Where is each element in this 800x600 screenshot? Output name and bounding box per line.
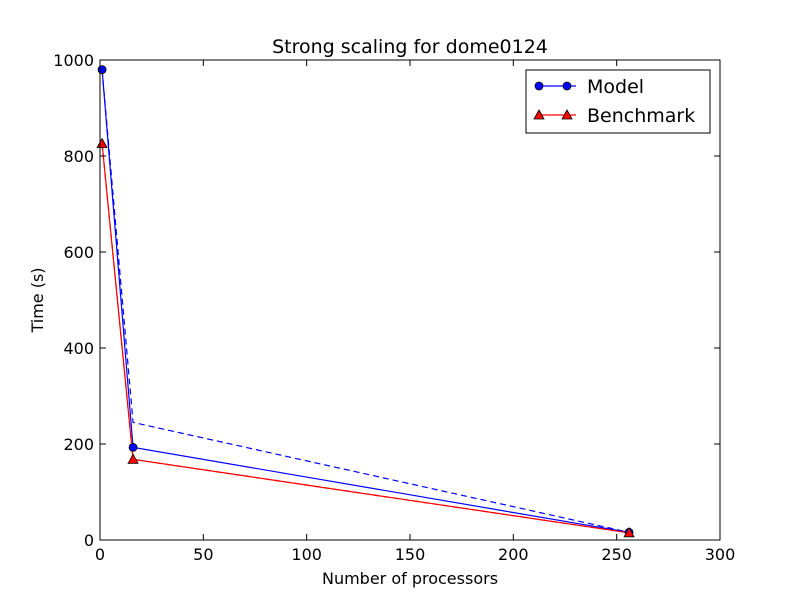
legend-marker-model xyxy=(534,81,544,91)
x-tick-label: 0 xyxy=(95,545,105,564)
legend-marker-model xyxy=(562,81,572,91)
plot-lines xyxy=(101,69,630,534)
data-point-model xyxy=(128,442,138,452)
y-tick-label: 200 xyxy=(63,435,94,454)
y-axis-label: Time (s) xyxy=(28,267,47,333)
x-tick-label: 150 xyxy=(395,545,426,564)
y-tick-label: 0 xyxy=(84,531,94,550)
series-line-model xyxy=(101,69,630,533)
axis-tick-labels: 0 50 100 150 200 250 300 0 200 400 600 800 1000 xyxy=(53,51,735,564)
legend-label-benchmark: Benchmark xyxy=(587,105,695,127)
legend: Model Benchmark xyxy=(525,69,711,134)
legend-entries: Model Benchmark xyxy=(533,76,695,127)
x-axis-label: Number of processors xyxy=(322,569,498,588)
data-point-model xyxy=(97,65,107,74)
y-tick-label: 400 xyxy=(63,339,94,358)
x-tick-label: 50 xyxy=(193,545,213,564)
x-tick-label: 100 xyxy=(291,545,322,564)
axis-ticks xyxy=(99,59,721,541)
legend-box xyxy=(525,69,711,134)
x-tick-label: 300 xyxy=(705,545,736,564)
legend-label-model: Model xyxy=(587,76,644,98)
data-point-benchmark xyxy=(127,453,139,464)
reference-dashed-line xyxy=(101,69,630,533)
legend-marker-benchmark xyxy=(561,109,573,120)
data-point-benchmark xyxy=(623,526,635,538)
x-tick-label: 200 xyxy=(498,545,529,564)
chart-title: Strong scaling for dome0124 xyxy=(272,36,548,58)
y-tick-label: 800 xyxy=(63,147,94,166)
legend-marker-benchmark xyxy=(533,109,545,120)
y-tick-label: 600 xyxy=(63,243,94,262)
y-tick-label: 1000 xyxy=(53,51,94,70)
data-point-benchmark xyxy=(96,137,108,148)
x-tick-label: 250 xyxy=(601,545,632,564)
